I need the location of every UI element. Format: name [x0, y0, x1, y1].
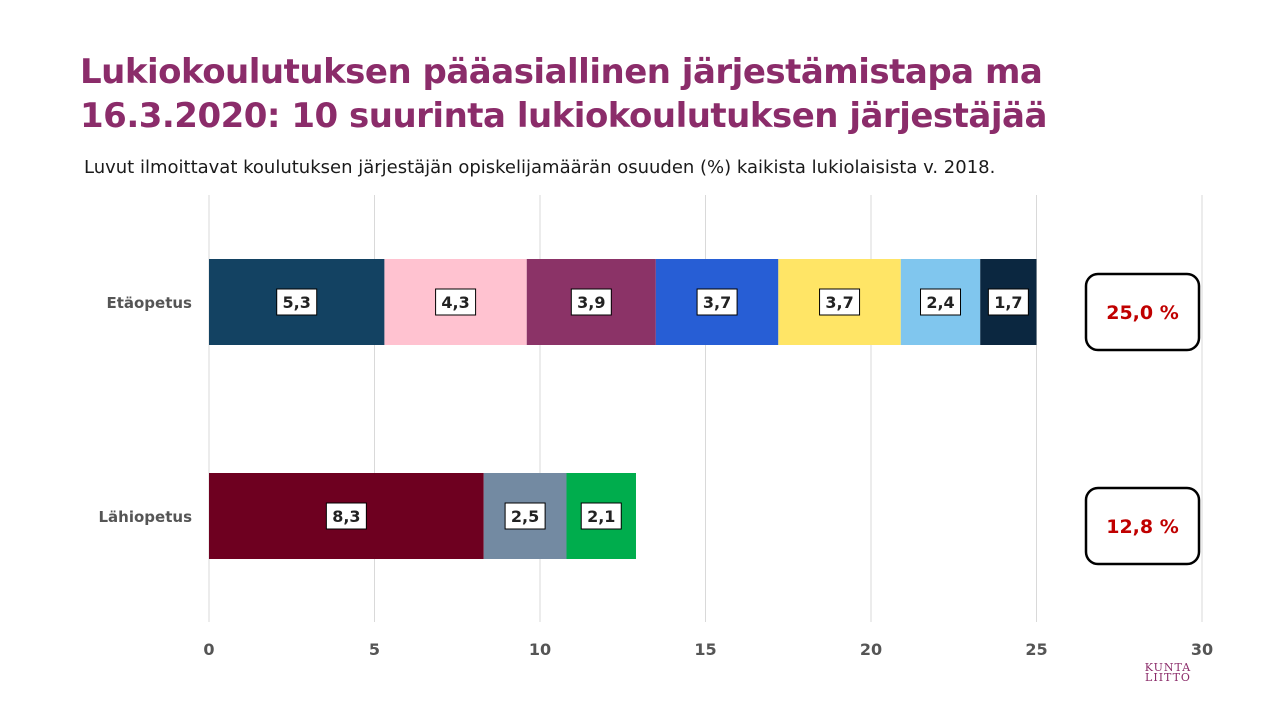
- data-label-box: [435, 288, 477, 316]
- data-label: 4,3: [441, 293, 469, 312]
- x-tick-label: 0: [203, 640, 214, 659]
- total-box: [1084, 486, 1201, 566]
- x-tick-label: 10: [529, 640, 551, 659]
- kuntaliitto-logo: KUNTA LIITTO: [1133, 661, 1203, 684]
- data-label-box: [504, 502, 546, 530]
- chart-subtitle: Luvut ilmoittavat koulutuksen järjestäjä…: [84, 157, 996, 178]
- data-label-box: [920, 288, 962, 316]
- data-label-box: [570, 288, 612, 316]
- data-label: 2,5: [511, 507, 539, 526]
- total-box: [1084, 272, 1201, 352]
- logo-line-2: LIITTO: [1145, 671, 1191, 684]
- data-label: 3,9: [577, 293, 605, 312]
- total-label: 12,8 %: [1106, 516, 1179, 538]
- data-label: 3,7: [703, 293, 731, 312]
- data-label-box: [696, 288, 738, 316]
- data-label: 2,1: [587, 507, 615, 526]
- chart-title: Lukiokoulutuksen pääasiallinen järjestäm…: [80, 52, 1047, 136]
- category-label: Lähiopetus: [99, 508, 193, 526]
- data-label: 1,7: [994, 293, 1022, 312]
- x-tick-label: 15: [694, 640, 716, 659]
- data-label: 5,3: [283, 293, 311, 312]
- x-tick-label: 25: [1025, 640, 1047, 659]
- data-label: 3,7: [825, 293, 853, 312]
- total-label: 25,0 %: [1106, 302, 1179, 324]
- data-label-box: [325, 502, 367, 530]
- data-label: 2,4: [926, 293, 954, 312]
- data-label-box: [819, 288, 861, 316]
- data-label-box: [987, 288, 1029, 316]
- data-label-box: [276, 288, 318, 316]
- x-tick-label: 20: [860, 640, 882, 659]
- x-tick-label: 5: [369, 640, 380, 659]
- data-label: 8,3: [332, 507, 360, 526]
- logo-line-1: KUNTA: [1144, 661, 1192, 674]
- data-label-box: [580, 502, 622, 530]
- x-tick-label: 30: [1191, 640, 1213, 659]
- category-label: Etäopetus: [106, 294, 192, 312]
